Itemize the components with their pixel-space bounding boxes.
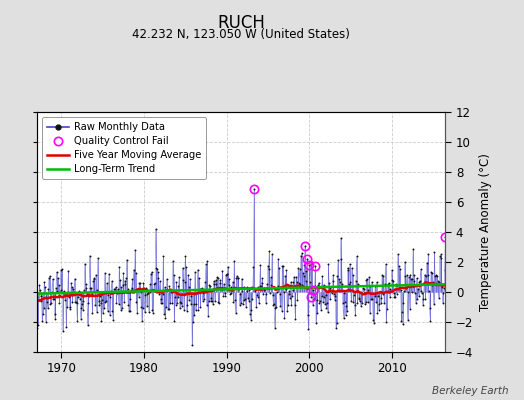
Y-axis label: Temperature Anomaly (°C): Temperature Anomaly (°C)	[479, 153, 492, 311]
Text: RUCH: RUCH	[217, 14, 265, 32]
Text: Berkeley Earth: Berkeley Earth	[432, 386, 508, 396]
Text: 42.232 N, 123.050 W (United States): 42.232 N, 123.050 W (United States)	[132, 28, 350, 41]
Legend: Raw Monthly Data, Quality Control Fail, Five Year Moving Average, Long-Term Tren: Raw Monthly Data, Quality Control Fail, …	[42, 117, 206, 179]
